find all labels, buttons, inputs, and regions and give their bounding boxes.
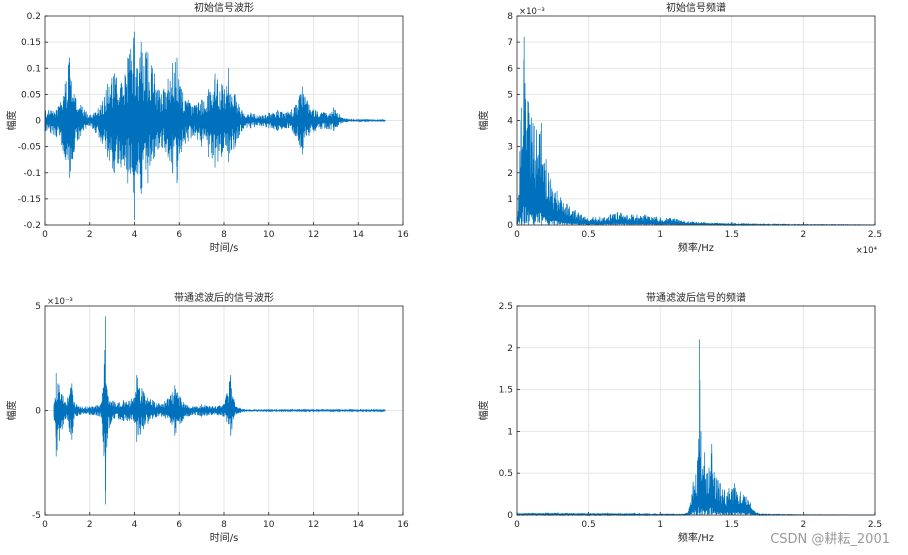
- y-tick-label: 3: [507, 143, 513, 153]
- y-tick-label: 8: [507, 12, 513, 22]
- x-tick-label: 0.5: [581, 520, 595, 530]
- x-axis-label: 频率/Hz: [678, 241, 714, 254]
- y-tick-label: 1: [507, 427, 513, 437]
- y-tick-label: -0.05: [18, 143, 41, 153]
- y-tick-label: 0: [35, 407, 41, 417]
- y-tick-label: 0: [507, 511, 513, 521]
- x-tick-label: 0: [42, 520, 48, 530]
- x-tick-label: 6: [176, 230, 182, 240]
- x-tick-label: 0: [514, 520, 520, 530]
- x-tick-label: 2: [801, 230, 807, 240]
- x-tick-label: 14: [353, 520, 365, 530]
- y-tick-label: -5: [32, 511, 41, 521]
- signal-trace: [53, 316, 386, 505]
- y-tick-label: 1.5: [499, 386, 513, 396]
- x-tick-label: 0.5: [581, 230, 595, 240]
- x-axis-label: 时间/s: [210, 531, 239, 544]
- y-axis-label: 幅度: [5, 111, 18, 131]
- x-tick-label: 2.5: [868, 520, 882, 530]
- x-tick-label: 0: [514, 230, 520, 240]
- x-tick-label: 2.5: [868, 230, 882, 240]
- y-axis-label: 幅度: [477, 111, 490, 131]
- y-tick-label: 2: [507, 344, 513, 354]
- x-tick-label: 8: [221, 520, 227, 530]
- x-tick-label: 1.5: [725, 230, 739, 240]
- y-tick-label: 0.15: [21, 38, 41, 48]
- axes-box: [44, 15, 404, 226]
- watermark-text: CSDN @耕耘_2001: [770, 531, 890, 547]
- y-tick-label: 1: [507, 195, 513, 205]
- y-axis-exponent: ×10⁻³: [47, 297, 73, 307]
- y-axis-label: 幅度: [477, 401, 490, 421]
- y-tick-label: 6: [507, 64, 513, 74]
- axes-box: [44, 305, 404, 516]
- x-tick-label: 2: [801, 520, 807, 530]
- y-tick-label: 0: [35, 117, 41, 127]
- x-tick-label: 16: [397, 230, 409, 240]
- y-tick-label: 2.5: [499, 302, 513, 312]
- x-tick-label: 10: [263, 230, 275, 240]
- y-tick-label: -0.2: [23, 221, 41, 231]
- x-tick-label: 10: [263, 520, 275, 530]
- chart-title: 带通滤波后信号的频谱: [646, 291, 746, 304]
- y-tick-label: 0.5: [499, 469, 513, 479]
- x-tick-label: 12: [308, 520, 319, 530]
- subplot-original-waveform: 0 2 4 6 8 10 12 14 16 0.2 0.15 0.1 0.05 0 -0.05 -0.1 -0.…: [5, 1, 409, 254]
- x-tick-label: 1: [657, 230, 663, 240]
- y-tick-label: 4: [507, 117, 513, 127]
- x-tick-label: 1: [657, 520, 663, 530]
- axes-box: [516, 15, 876, 226]
- x-tick-label: 16: [397, 520, 409, 530]
- x-tick-label: 0: [42, 230, 48, 240]
- x-tick-label: 8: [221, 230, 227, 240]
- chart-title: 初始信号波形: [194, 1, 254, 14]
- y-tick-label: -0.1: [23, 169, 41, 179]
- signal-trace: [516, 339, 876, 517]
- x-tick-label: 4: [132, 520, 138, 530]
- x-tick-label: 14: [353, 230, 365, 240]
- x-tick-label: 12: [308, 230, 319, 240]
- y-tick-label: 2: [507, 169, 513, 179]
- chart-title: 初始信号频谱: [666, 1, 726, 14]
- x-tick-label: 4: [132, 230, 138, 240]
- signal-trace: [516, 36, 876, 227]
- y-axis-exponent: ×10⁻³: [519, 7, 545, 17]
- y-tick-label: 5: [35, 302, 41, 312]
- signal-trace: [44, 31, 386, 220]
- y-tick-label: 0.1: [27, 64, 41, 74]
- y-axis-label: 幅度: [5, 401, 18, 421]
- x-tick-label: 1.5: [725, 520, 739, 530]
- x-tick-label: 2: [87, 520, 93, 530]
- x-axis-exponent: ×10⁴: [856, 246, 878, 256]
- y-tick-label: 7: [507, 38, 513, 48]
- y-tick-label: -0.15: [18, 195, 41, 205]
- x-axis-label: 频率/Hz: [678, 531, 714, 544]
- x-tick-label: 6: [176, 520, 182, 530]
- y-tick-label: 0.2: [27, 12, 41, 22]
- x-tick-label: 2: [87, 230, 93, 240]
- chart-title: 带通滤波后的信号波形: [174, 291, 274, 304]
- y-tick-label: 5: [507, 90, 513, 100]
- y-tick-label: 0: [507, 221, 513, 231]
- axes-box: [516, 305, 876, 516]
- x-axis-label: 时间/s: [210, 241, 239, 254]
- y-tick-label: 0.05: [21, 90, 41, 100]
